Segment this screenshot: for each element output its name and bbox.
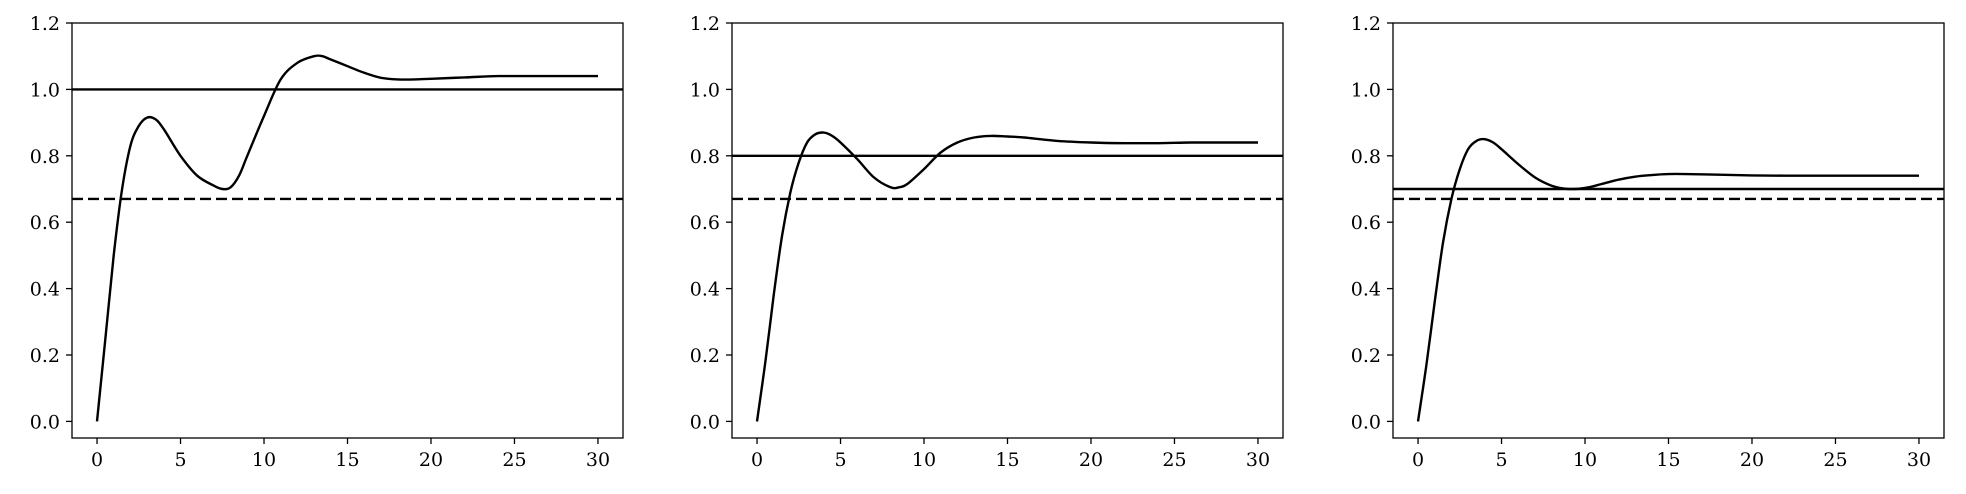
y-tick-label: 0.0 — [690, 411, 720, 433]
y-tick-label: 1.0 — [1351, 79, 1381, 101]
y-tick-label: 0.6 — [1351, 212, 1381, 234]
plot-frame — [731, 22, 1284, 439]
x-tick-label: 5 — [1495, 449, 1507, 471]
y-tick-label: 0.4 — [690, 279, 720, 301]
x-tick-label: 25 — [1162, 449, 1186, 471]
y-tick-label: 0.6 — [30, 212, 60, 234]
x-tick-label: 10 — [1573, 449, 1597, 471]
plot-frame — [71, 22, 624, 439]
y-tick-label: 0.6 — [690, 212, 720, 234]
y-tick-label: 0.8 — [690, 146, 720, 168]
x-tick-label: 0 — [1412, 449, 1424, 471]
response-curve — [95, 54, 598, 422]
y-tick-label: 0.2 — [1351, 345, 1381, 367]
y-tick-label: 1.0 — [690, 79, 720, 101]
chart-panel-1: 0 5 10 15 20 25 30 0.0 0.2 0.4 0.6 0.8 1.0 1.2 — [30, 13, 624, 471]
x-tick-label: 0 — [91, 449, 103, 471]
x-tick-label: 5 — [834, 449, 846, 471]
y-tick-label: 0.4 — [1351, 279, 1381, 301]
x-tick-label: 30 — [586, 449, 610, 471]
y-tick-label: 0.8 — [30, 146, 60, 168]
x-tick-label: 15 — [335, 449, 359, 471]
y-tick-label: 0.8 — [1351, 146, 1381, 168]
y-tick-label: 0.0 — [30, 411, 60, 433]
y-tick-label: 0.2 — [690, 345, 720, 367]
y-tick-label: 1.2 — [1351, 13, 1381, 35]
y-tick-label: 0.4 — [30, 279, 60, 301]
x-tick-label: 15 — [1656, 449, 1680, 471]
plot-frame — [1392, 22, 1945, 439]
x-tick-label: 10 — [912, 449, 936, 471]
y-tick-label: 0.2 — [30, 345, 60, 367]
y-tick-label: 1.2 — [30, 13, 60, 35]
x-tick-label: 20 — [1079, 449, 1103, 471]
chart-panel-3: 0 5 10 15 20 25 30 0.0 0.2 0.4 0.6 0.8 1.0 1.2 — [1351, 13, 1945, 471]
response-curve — [755, 131, 1258, 422]
x-tick-label: 20 — [419, 449, 443, 471]
response-curve — [1416, 137, 1920, 422]
x-tick-label: 15 — [995, 449, 1019, 471]
y-tick-label: 1.0 — [30, 79, 60, 101]
x-tick-label: 20 — [1740, 449, 1764, 471]
x-tick-label: 30 — [1246, 449, 1270, 471]
y-tick-label: 1.2 — [690, 13, 720, 35]
x-tick-label: 30 — [1907, 449, 1931, 471]
x-tick-label: 0 — [751, 449, 763, 471]
y-tick-label: 0.0 — [1351, 411, 1381, 433]
x-tick-label: 25 — [1823, 449, 1847, 471]
x-tick-label: 5 — [174, 449, 186, 471]
chart-panel-2: 0 5 10 15 20 25 30 0.0 0.2 0.4 0.6 0.8 1.0 1.2 — [690, 13, 1284, 471]
x-tick-label: 25 — [502, 449, 526, 471]
x-tick-label: 10 — [252, 449, 276, 471]
